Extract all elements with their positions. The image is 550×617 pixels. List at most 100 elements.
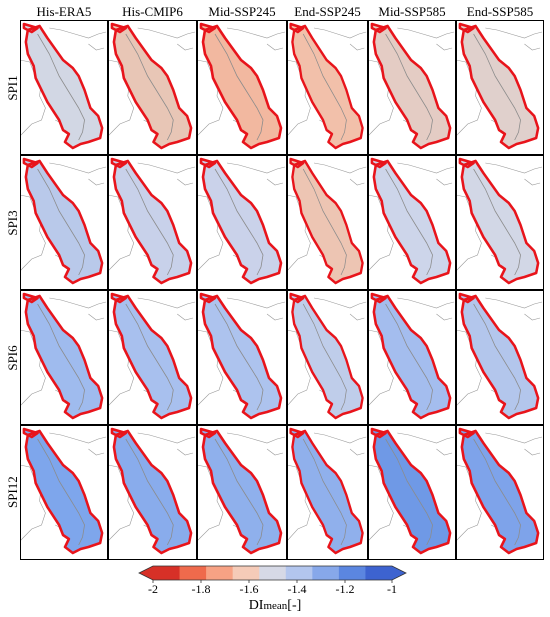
country-boundary bbox=[108, 194, 135, 272]
basin-outline bbox=[370, 157, 452, 285]
basin-map bbox=[197, 292, 286, 420]
country-boundary bbox=[368, 329, 394, 407]
country-boundary bbox=[485, 297, 543, 309]
country-boundary bbox=[49, 27, 107, 39]
basin-map bbox=[368, 427, 455, 555]
basin-map bbox=[197, 157, 286, 285]
river-line bbox=[385, 33, 433, 141]
colorbar-tick-label: -1 bbox=[387, 582, 397, 596]
map-panel-SPI3-End-SSP585 bbox=[456, 155, 544, 290]
basin-outline bbox=[110, 22, 193, 150]
country-boundary bbox=[436, 43, 453, 51]
colorbar-segment bbox=[285, 566, 313, 580]
country-boundary bbox=[197, 329, 224, 407]
country-boundary bbox=[20, 329, 46, 407]
basin-map bbox=[20, 292, 107, 420]
column-title-5: End-SSP585 bbox=[466, 4, 534, 19]
map-panel-SPI6-Mid-SSP245 bbox=[197, 290, 287, 425]
colorbar-segment bbox=[312, 566, 340, 580]
country-boundary bbox=[436, 448, 453, 456]
basin-outline bbox=[199, 157, 283, 285]
country-boundary bbox=[88, 43, 105, 51]
river-line bbox=[214, 168, 264, 276]
colorbar-title-unit: [-] bbox=[287, 598, 302, 613]
basin-outline bbox=[199, 427, 283, 555]
river-line bbox=[214, 438, 264, 546]
country-boundary bbox=[266, 448, 284, 456]
country-boundary bbox=[313, 297, 367, 309]
map-panel-SPI1-Mid-SSP585 bbox=[368, 20, 456, 155]
country-boundary bbox=[88, 313, 105, 321]
river-line bbox=[302, 303, 347, 411]
map-panel-SPI3-End-SSP245 bbox=[287, 155, 368, 290]
basin-outline bbox=[110, 292, 193, 420]
river-line bbox=[125, 303, 174, 411]
country-boundary bbox=[349, 313, 365, 321]
map-panel-SPI6-End-SSP585 bbox=[456, 290, 544, 425]
country-boundary bbox=[88, 448, 105, 456]
river-line bbox=[37, 33, 85, 141]
basin-outline bbox=[199, 22, 283, 150]
map-panel-SPI12-His-CMIP6 bbox=[108, 425, 197, 560]
basin-outline bbox=[110, 157, 193, 285]
row-label-2: SPI6 bbox=[5, 344, 20, 371]
colorbar-title-sub: mean bbox=[263, 600, 288, 612]
map-panel-SPI12-End-SSP245 bbox=[287, 425, 368, 560]
colorbar-title-main: DI bbox=[248, 598, 264, 613]
country-boundary bbox=[313, 432, 367, 444]
basin-map bbox=[108, 22, 196, 150]
country-boundary bbox=[197, 464, 224, 542]
river-line bbox=[302, 33, 347, 141]
colorbar-extend-high bbox=[392, 566, 406, 580]
basin-map bbox=[108, 427, 196, 555]
country-boundary bbox=[137, 27, 196, 39]
map-panel-SPI6-End-SSP245 bbox=[287, 290, 368, 425]
column-title-2: Mid-SSP245 bbox=[208, 4, 276, 19]
colorbar-segment bbox=[232, 566, 260, 580]
basin-outline bbox=[458, 292, 540, 420]
basin-outline bbox=[458, 427, 540, 555]
basin-map bbox=[197, 427, 286, 555]
country-boundary bbox=[456, 194, 482, 272]
country-boundary bbox=[20, 194, 46, 272]
map-panel-SPI6-Mid-SSP585 bbox=[368, 290, 456, 425]
colorbar-title: DImean[-] bbox=[0, 598, 550, 614]
map-panel-SPI1-His-CMIP6 bbox=[108, 20, 197, 155]
map-panel-SPI3-Mid-SSP245 bbox=[197, 155, 287, 290]
country-boundary bbox=[349, 43, 365, 51]
column-title-0: His-ERA5 bbox=[36, 4, 92, 19]
map-panel-SPI1-Mid-SSP245 bbox=[197, 20, 287, 155]
country-boundary bbox=[49, 432, 107, 444]
column-title-4: Mid-SSP585 bbox=[378, 4, 446, 19]
basin-outline bbox=[370, 292, 452, 420]
basin-map bbox=[287, 427, 367, 555]
river-line bbox=[37, 168, 85, 276]
country-boundary bbox=[436, 313, 453, 321]
river-line bbox=[473, 168, 521, 276]
basin-map bbox=[368, 22, 455, 150]
country-boundary bbox=[287, 464, 311, 542]
map-panel-SPI12-Mid-SSP585 bbox=[368, 425, 456, 560]
map-panel-SPI1-His-ERA5 bbox=[20, 20, 108, 155]
basin-map bbox=[20, 427, 107, 555]
country-boundary bbox=[397, 27, 455, 39]
country-boundary bbox=[20, 464, 46, 542]
basin-map bbox=[287, 157, 367, 285]
basin-map bbox=[456, 292, 543, 420]
basin-map bbox=[456, 427, 543, 555]
river-line bbox=[37, 438, 85, 546]
country-boundary bbox=[368, 464, 394, 542]
river-line bbox=[214, 33, 264, 141]
river-line bbox=[385, 438, 433, 546]
colorbar-segment bbox=[179, 566, 207, 580]
country-boundary bbox=[20, 59, 46, 137]
country-boundary bbox=[197, 194, 224, 272]
basin-map bbox=[287, 22, 367, 150]
river-line bbox=[125, 438, 174, 546]
colorbar-tick-label: -1.2 bbox=[335, 582, 355, 596]
country-boundary bbox=[266, 43, 284, 51]
river-line bbox=[302, 168, 347, 276]
country-boundary bbox=[177, 313, 194, 321]
country-boundary bbox=[177, 178, 194, 186]
country-boundary bbox=[287, 194, 311, 272]
